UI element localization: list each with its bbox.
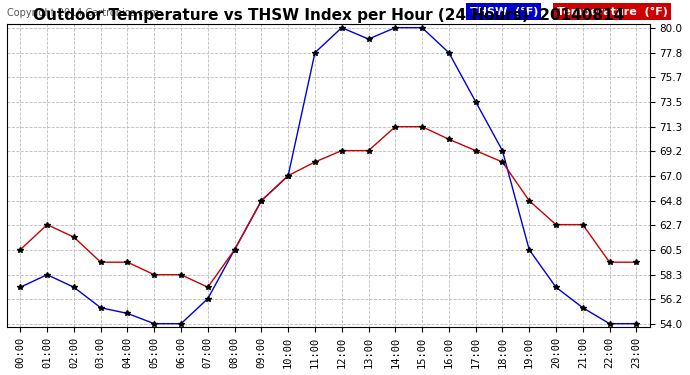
Text: Copyright 2014 Cartronics.com: Copyright 2014 Cartronics.com bbox=[7, 8, 159, 18]
Title: Outdoor Temperature vs THSW Index per Hour (24 Hours)  20140814: Outdoor Temperature vs THSW Index per Ho… bbox=[32, 8, 624, 23]
Text: Temperature  (°F): Temperature (°F) bbox=[557, 7, 667, 16]
Text: THSW  (°F): THSW (°F) bbox=[470, 7, 538, 16]
